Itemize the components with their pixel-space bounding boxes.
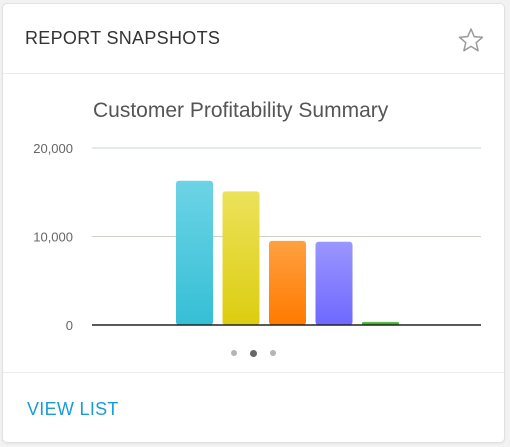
y-tick-label: 0 — [66, 318, 73, 333]
card-header: REPORT SNAPSHOTS — [3, 4, 504, 74]
star-icon[interactable] — [458, 27, 484, 53]
pager-dot[interactable] — [270, 350, 276, 356]
report-chart[interactable]: Customer Profitability Summary 0 10,000 20… — [3, 75, 504, 371]
chart-title: Customer Profitability Summary — [93, 99, 389, 122]
chart-bar[interactable] — [269, 240, 306, 325]
report-snapshots-card: REPORT SNAPSHOTS Customer Profitability … — [2, 3, 505, 443]
pager-dot[interactable] — [250, 349, 257, 357]
y-tick-label: 10,000 — [33, 230, 73, 245]
chart-bar[interactable] — [176, 180, 213, 325]
bar-chart-svg: 0 10,000 20,000 — [33, 141, 481, 333]
card-title: REPORT SNAPSHOTS — [25, 28, 221, 48]
view-list-link[interactable]: VIEW LIST — [27, 399, 119, 419]
favorite-star-svg — [458, 28, 484, 52]
chart-bar[interactable] — [315, 241, 353, 325]
chart-bar[interactable] — [362, 321, 399, 325]
card-footer: VIEW LIST — [3, 372, 504, 443]
snapshot-pager — [3, 347, 504, 359]
pager-dot[interactable] — [231, 350, 237, 356]
chart-bar[interactable] — [222, 191, 260, 325]
y-tick-label: 20,000 — [33, 141, 73, 156]
